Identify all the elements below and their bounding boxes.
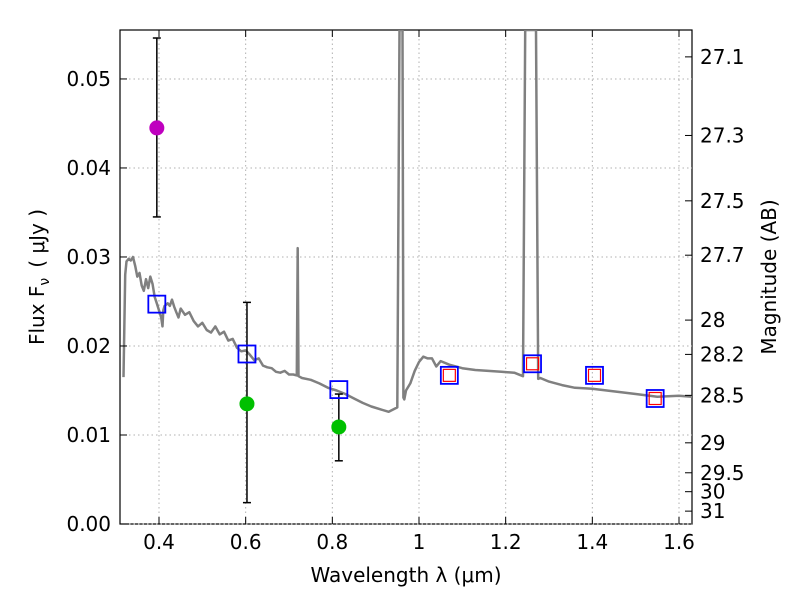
measured-flux-square <box>648 391 662 406</box>
x-tick-label: 1.6 <box>663 530 695 554</box>
y2-tick-label: 28.2 <box>700 342 745 366</box>
model-flux-square <box>147 294 167 314</box>
y2-tick-label: 31 <box>700 499 725 523</box>
y-axis-label: Flux Fν ( μJy ) <box>25 209 53 345</box>
model-flux-square <box>237 344 257 364</box>
y2-axis-label: Magnitude (AB) <box>757 199 781 354</box>
y-tick-label: 0.05 <box>66 67 111 91</box>
y2-tick-label: 28.5 <box>700 383 745 407</box>
x-tick-label: 1.4 <box>576 530 608 554</box>
y2-tick-label: 27.3 <box>700 123 745 147</box>
errorbar-layer <box>152 37 343 504</box>
model-flux-square <box>329 380 349 399</box>
y2-tick-label: 29 <box>700 431 725 455</box>
y-tick-label: 0.03 <box>66 245 111 269</box>
model-flux-square <box>523 354 542 374</box>
x-tick-label: 0.8 <box>316 530 348 554</box>
detection-point <box>239 396 255 412</box>
y2-tick-label: 27.5 <box>700 189 745 213</box>
y2-tick-label: 29.5 <box>700 461 745 485</box>
measured-flux-square <box>442 368 456 382</box>
model-flux-square <box>585 365 604 385</box>
y2-tick-label: 30 <box>700 480 725 504</box>
x-tick-label: 0.6 <box>230 530 262 554</box>
y-tick-label: 0.04 <box>66 156 111 180</box>
x-tick-label: 0.4 <box>143 530 175 554</box>
measured-flux-square <box>525 357 540 371</box>
y-tick-label: 0.01 <box>66 423 111 447</box>
y-axis-label-sub: ν <box>37 278 53 286</box>
y2-tick-label: 27.1 <box>700 45 745 69</box>
plot-frame <box>119 29 693 525</box>
sed-model-line <box>122 30 692 414</box>
grid <box>120 30 692 525</box>
y-axis-label-unit: ( μJy ) <box>25 209 49 268</box>
svg-text:Magnitude (AB): Magnitude (AB) <box>757 199 781 354</box>
detection-point <box>331 419 347 435</box>
sed-line-layer <box>122 30 692 414</box>
model-flux-square <box>645 389 665 408</box>
tick-layer: 0.4 0.6 0.8 1 1.2 1.4 1.6 0.00 0.01 0.02 0.03 0.04 0… <box>66 30 745 554</box>
x-tick-label: 1.2 <box>490 530 522 554</box>
svg-text:Flux Fν( μJy ): Flux Fν ( μJy ) <box>25 209 53 345</box>
model-flux-square <box>439 365 459 385</box>
measured-flux-square <box>587 368 602 382</box>
y2-tick-label: 28 <box>700 308 725 332</box>
marker-layer <box>147 120 665 435</box>
y-axis-label-main: Flux F <box>25 286 49 345</box>
y-tick-label: 0.00 <box>66 512 111 536</box>
x-tick-label: 1 <box>413 530 426 554</box>
x-axis-label: Wavelength λ (μm) <box>310 563 501 587</box>
limit-point <box>149 120 165 136</box>
y2-tick-label: 27.7 <box>700 243 745 267</box>
y-tick-label: 0.02 <box>66 334 111 358</box>
